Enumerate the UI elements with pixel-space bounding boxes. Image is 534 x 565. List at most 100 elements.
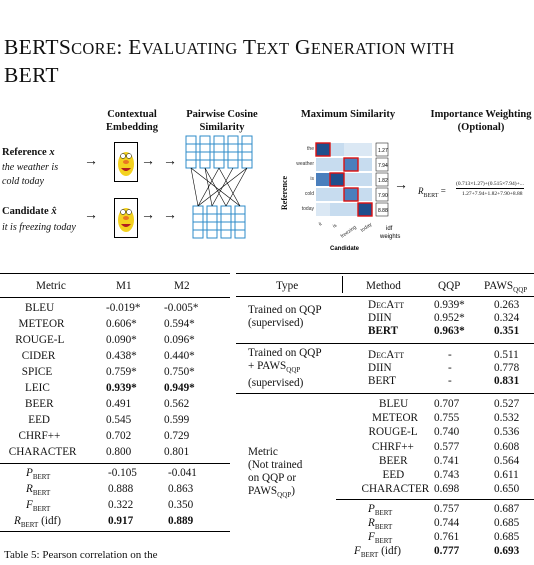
table-method: CHRF++ <box>372 440 414 453</box>
table2-header-qqp: QQP <box>438 280 461 292</box>
arrow-icon: → <box>141 154 155 169</box>
table2-group-rule <box>236 393 534 394</box>
table-cell-m2: 0.863 <box>168 483 194 495</box>
table-cell-paws: 0.263 <box>494 299 520 311</box>
table-row-label: RBERT (idf) <box>14 515 62 530</box>
table-cell-m1: 0.322 <box>108 499 134 511</box>
candidate-label: Candidate x̂ <box>2 206 57 217</box>
table2-header-method: Method <box>366 280 401 292</box>
table-cell-qqp: 0.577 <box>434 440 460 453</box>
table-cell-m1: 0.606* <box>106 318 137 330</box>
svg-text:1.27: 1.27 <box>378 148 388 154</box>
similarity-matrix: the weather is cold today 1.27 7.94 1.82 7.9… <box>296 142 400 252</box>
table-cell-m1: 0.702 <box>106 430 132 442</box>
table-cell-qqp: 0.761 <box>434 531 460 543</box>
table1-header-m2: M2 <box>174 280 190 292</box>
table-cell-qqp: 0.740 <box>434 426 460 439</box>
table-cell-qqp: 0.707 <box>434 398 460 410</box>
table-cell-m1: 0.800 <box>106 446 132 458</box>
table-cell-paws: 0.687 <box>494 503 520 515</box>
table-cell-m2: 0.750* <box>164 366 195 378</box>
table-cell-paws: 0.511 <box>494 349 519 361</box>
svg-text:8.88: 8.88 <box>378 208 388 214</box>
table2-header-type: Type <box>276 280 299 292</box>
svg-text:7.94: 7.94 <box>378 163 388 169</box>
table-cell-m1: -0.105 <box>108 467 137 479</box>
table-cell-m2: 0.440* <box>164 350 195 362</box>
table-method: BERT <box>368 325 399 337</box>
table-row-label: FBERT <box>26 499 51 514</box>
table-cell-m1: 0.438* <box>106 350 137 362</box>
table-method: METEOR <box>372 412 418 425</box>
table-cell-m1: 0.090* <box>106 334 137 346</box>
paper-title: BERTSCORE: EVALUATING TEXT GENERATION WI… <box>4 35 455 87</box>
table-cell-m2: 0.096* <box>164 334 195 346</box>
reference-text: the weather is cold today <box>2 162 59 187</box>
arrow-icon: → <box>394 178 408 193</box>
table-cell-qqp: 0.741 <box>434 454 460 467</box>
table1-mid-rule <box>0 463 230 464</box>
table-cell-m2: 0.801 <box>164 446 190 458</box>
table-row-label: CIDER <box>21 350 56 362</box>
svg-text:freezing: freezing <box>340 224 358 239</box>
table-row-label: LEIC <box>25 382 50 394</box>
table-cell-paws: 0.650 <box>494 483 520 496</box>
table2-group-rule <box>236 343 534 344</box>
table-cell-m1: 0.759* <box>106 366 137 378</box>
table-row-label: EED <box>28 414 50 426</box>
svg-text:Candidate: Candidate <box>330 246 360 252</box>
table-cell-m1: 0.917 <box>108 515 134 527</box>
formula-numerator: (0.713×1.27)+(0.515×7.94)+... <box>456 181 524 189</box>
table-method: DecAtt <box>368 349 405 361</box>
table1-top-rule <box>0 273 230 274</box>
stage-importance-weighting: Importance Weighting (Optional) <box>430 109 532 133</box>
table-cell-paws: 0.527 <box>494 398 520 410</box>
table-row-label: RBERT <box>26 483 51 498</box>
table-cell-qqp: 0.698 <box>434 483 460 496</box>
formula: RBERT = <box>418 186 446 199</box>
table-cell-paws: 0.564 <box>494 454 520 467</box>
svg-text:1.82: 1.82 <box>378 178 388 184</box>
table-cell-paws: 0.324 <box>494 312 520 324</box>
table-cell-paws: 0.831 <box>494 375 520 387</box>
bert-face-icon <box>114 198 138 238</box>
table-row-label: CHARACTER <box>8 446 77 458</box>
stage-pairwise-cosine: Pairwise Cosine Similarity <box>186 109 258 133</box>
table1-header-metric: Metric <box>36 280 66 292</box>
table-method: FBERT (idf) <box>354 545 402 560</box>
stage-max-similarity: Maximum Similarity <box>300 109 396 120</box>
table-method: FBERT <box>368 531 393 546</box>
table-row-label: ROUGE-L <box>15 334 65 346</box>
arrow-icon: → <box>84 154 98 169</box>
table2-col-divider <box>342 276 343 293</box>
table-method: CHARACTER <box>361 483 430 496</box>
svg-text:today: today <box>302 206 315 212</box>
table-method: DIIN <box>368 362 392 374</box>
table-cell-paws: 0.351 <box>494 325 520 337</box>
table-cell-m2: 0.889 <box>168 515 194 527</box>
table-cell-qqp: 0.939* <box>434 299 465 311</box>
table1-header-m1: M1 <box>116 280 132 292</box>
table-cell-qqp: 0.757 <box>434 503 460 515</box>
table-cell-qqp: - <box>448 375 452 387</box>
svg-text:weights: weights <box>379 234 400 240</box>
table-method: ROUGE-L <box>368 426 418 439</box>
table-cell-paws: 0.778 <box>494 362 520 374</box>
svg-text:7.90: 7.90 <box>378 193 388 199</box>
table-method: EED <box>382 469 405 481</box>
bert-face-icon <box>114 142 138 182</box>
table-method: DecAtt <box>368 299 405 311</box>
table-cell-m2: 0.594* <box>164 318 195 330</box>
table1-bottom-rule <box>0 531 230 532</box>
table-cell-m2: 0.949* <box>164 382 195 394</box>
table-row-label: BLEU <box>25 302 55 314</box>
table-type-label: Trained on QQP + PAWSQQP (supervised) <box>248 347 322 390</box>
table-cell-m2: -0.041 <box>168 467 197 479</box>
arrow-icon: → <box>163 208 177 223</box>
table-row-label: METEOR <box>18 318 65 330</box>
table-cell-m1: 0.545 <box>106 414 132 426</box>
arrow-icon: → <box>84 208 98 223</box>
table-row-label: SPICE <box>21 366 53 378</box>
table-cell-m1: 0.491 <box>106 398 132 410</box>
table-cell-paws: 0.611 <box>494 469 519 481</box>
